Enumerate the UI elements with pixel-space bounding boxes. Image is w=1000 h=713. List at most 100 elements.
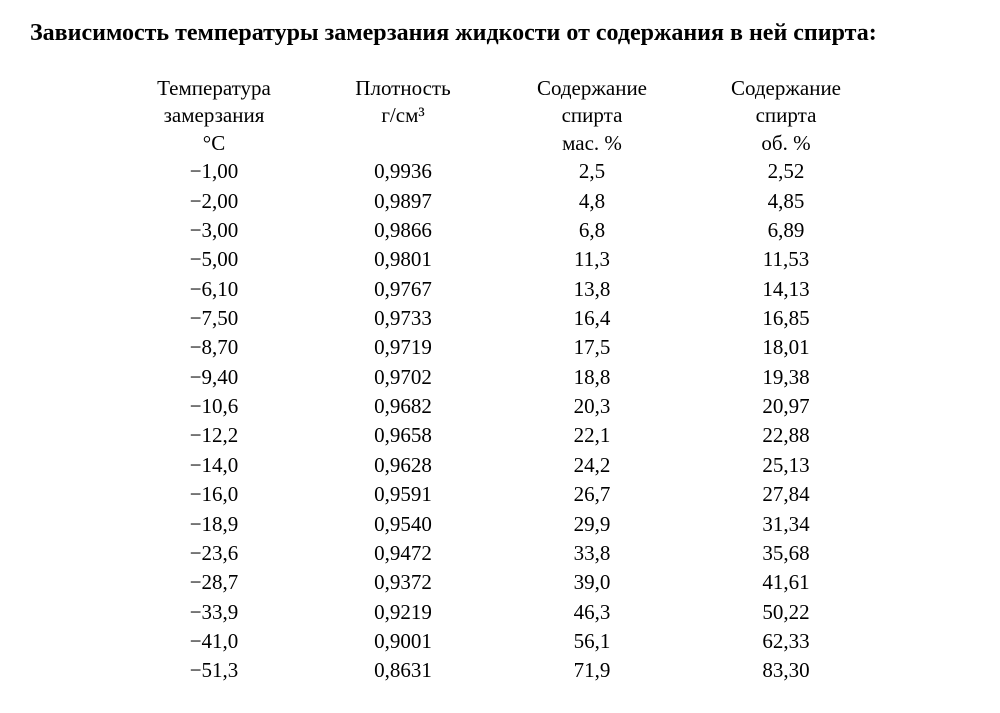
table-cell: 0,9628 (311, 450, 495, 479)
table-row: −33,90,921946,350,22 (117, 597, 883, 626)
col-header-temp-l1: Температура (117, 75, 311, 102)
table-row: −9,400,970218,819,38 (117, 362, 883, 391)
table-cell: 0,8631 (311, 656, 495, 685)
table-cell: 0,9372 (311, 568, 495, 597)
table-cell: 50,22 (689, 597, 883, 626)
table-row: −14,00,962824,225,13 (117, 450, 883, 479)
table-cell: −12,2 (117, 421, 311, 450)
table-cell: 62,33 (689, 626, 883, 655)
table-cell: 0,9936 (311, 157, 495, 186)
col-header-vol-l3: об. % (689, 130, 883, 157)
table-row: −10,60,968220,320,97 (117, 392, 883, 421)
table-cell: 4,8 (495, 186, 689, 215)
table-row: −51,30,863171,983,30 (117, 656, 883, 685)
table-cell: 33,8 (495, 538, 689, 567)
col-header-temp-l2: замерзания (117, 102, 311, 129)
table-cell: 56,1 (495, 626, 689, 655)
table-cell: 0,9897 (311, 186, 495, 215)
table-cell: 22,1 (495, 421, 689, 450)
table-cell: −2,00 (117, 186, 311, 215)
table-cell: 26,7 (495, 480, 689, 509)
table-cell: −23,6 (117, 538, 311, 567)
col-header-temp-l3: °C (117, 130, 311, 157)
table-row: −23,60,947233,835,68 (117, 538, 883, 567)
table-cell: 2,5 (495, 157, 689, 186)
table-cell: 22,88 (689, 421, 883, 450)
table-cell: 20,3 (495, 392, 689, 421)
table-cell: −3,00 (117, 216, 311, 245)
table-cell: 18,8 (495, 362, 689, 391)
table-cell: 83,30 (689, 656, 883, 685)
table-row: −18,90,954029,931,34 (117, 509, 883, 538)
table-cell: −16,0 (117, 480, 311, 509)
table-cell: 0,9658 (311, 421, 495, 450)
table-cell: 4,85 (689, 186, 883, 215)
col-header-vol-l1: Содержание (689, 75, 883, 102)
table-cell: 46,3 (495, 597, 689, 626)
table-cell: 35,68 (689, 538, 883, 567)
table-cell: 17,5 (495, 333, 689, 362)
table-cell: 20,97 (689, 392, 883, 421)
table-cell: −33,9 (117, 597, 311, 626)
table-cell: −7,50 (117, 304, 311, 333)
table-cell: 11,3 (495, 245, 689, 274)
col-header-mass-l2: спирта (495, 102, 689, 129)
table-cell: −28,7 (117, 568, 311, 597)
table-cell: 27,84 (689, 480, 883, 509)
table-cell: 0,9682 (311, 392, 495, 421)
table-cell: −6,10 (117, 274, 311, 303)
page-title: Зависимость температуры замерзания жидко… (30, 20, 970, 47)
table-header-row-2: замерзания г/см³ спирта спирта (117, 102, 883, 129)
table-cell: 29,9 (495, 509, 689, 538)
table-cell: −51,3 (117, 656, 311, 685)
col-header-vol-l2: спирта (689, 102, 883, 129)
freezing-point-table: Температура Плотность Содержание Содержа… (117, 75, 883, 685)
table-cell: −9,40 (117, 362, 311, 391)
table-row: −6,100,976713,814,13 (117, 274, 883, 303)
table-cell: 71,9 (495, 656, 689, 685)
table-row: −12,20,965822,122,88 (117, 421, 883, 450)
table-cell: 0,9866 (311, 216, 495, 245)
table-row: −3,000,98666,86,89 (117, 216, 883, 245)
col-header-dens-l3 (311, 130, 495, 157)
table-cell: 31,34 (689, 509, 883, 538)
table-cell: 0,9472 (311, 538, 495, 567)
table-cell: 39,0 (495, 568, 689, 597)
table-cell: 0,9801 (311, 245, 495, 274)
table-cell: 0,9733 (311, 304, 495, 333)
table-row: −5,000,980111,311,53 (117, 245, 883, 274)
table-row: −8,700,971917,518,01 (117, 333, 883, 362)
table-cell: −8,70 (117, 333, 311, 362)
table-cell: 16,4 (495, 304, 689, 333)
table-cell: 13,8 (495, 274, 689, 303)
table-cell: −10,6 (117, 392, 311, 421)
table-cell: 6,89 (689, 216, 883, 245)
col-header-dens-l2: г/см³ (311, 102, 495, 129)
table-cell: 0,9591 (311, 480, 495, 509)
table-cell: 6,8 (495, 216, 689, 245)
table-row: −2,000,98974,84,85 (117, 186, 883, 215)
col-header-mass-l1: Содержание (495, 75, 689, 102)
table-cell: 25,13 (689, 450, 883, 479)
table-row: −28,70,937239,041,61 (117, 568, 883, 597)
table-row: −16,00,959126,727,84 (117, 480, 883, 509)
table-cell: 0,9719 (311, 333, 495, 362)
table-cell: 0,9702 (311, 362, 495, 391)
table-cell: 0,9219 (311, 597, 495, 626)
table-cell: −18,9 (117, 509, 311, 538)
table-cell: −1,00 (117, 157, 311, 186)
table-row: −1,000,99362,52,52 (117, 157, 883, 186)
table-cell: 24,2 (495, 450, 689, 479)
table-row: −7,500,973316,416,85 (117, 304, 883, 333)
col-header-dens-l1: Плотность (311, 75, 495, 102)
table-cell: 0,9540 (311, 509, 495, 538)
table-container: Температура Плотность Содержание Содержа… (30, 75, 970, 685)
table-cell: −41,0 (117, 626, 311, 655)
col-header-mass-l3: мас. % (495, 130, 689, 157)
table-cell: 19,38 (689, 362, 883, 391)
table-cell: 16,85 (689, 304, 883, 333)
table-body: −1,000,99362,52,52−2,000,98974,84,85−3,0… (117, 157, 883, 685)
table-header-row-3: °C мас. % об. % (117, 130, 883, 157)
table-cell: 11,53 (689, 245, 883, 274)
table-cell: 18,01 (689, 333, 883, 362)
